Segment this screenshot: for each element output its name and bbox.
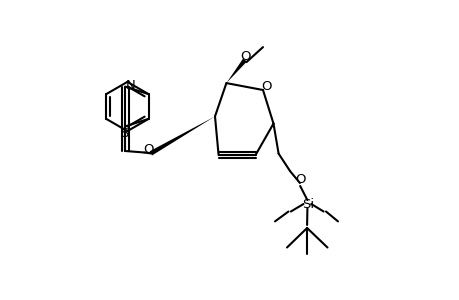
Polygon shape (149, 116, 214, 155)
Text: O: O (240, 50, 250, 63)
Text: O: O (294, 172, 305, 186)
Text: S: S (120, 127, 128, 140)
Text: O: O (261, 80, 272, 94)
Polygon shape (226, 58, 246, 83)
Text: Si: Si (301, 197, 313, 211)
Text: N: N (125, 79, 135, 92)
Text: O: O (143, 143, 153, 156)
